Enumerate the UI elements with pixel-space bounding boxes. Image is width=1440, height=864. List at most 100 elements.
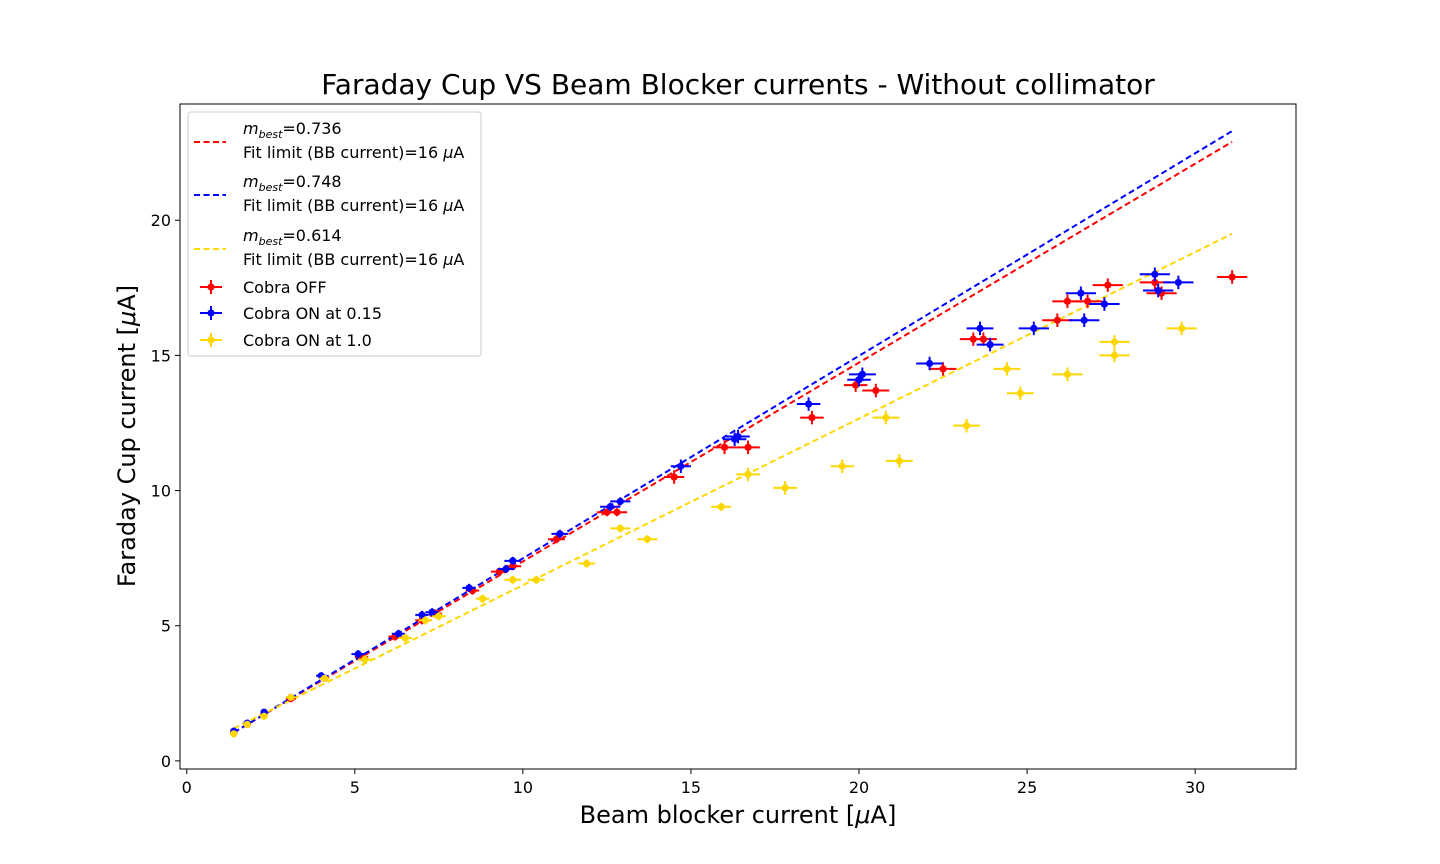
- series-3-point-26: [1099, 348, 1130, 363]
- point-marker: [838, 462, 846, 470]
- point-marker: [962, 422, 971, 430]
- point-marker: [552, 535, 561, 543]
- point-marker: [1077, 289, 1085, 297]
- series-3-point-14: [637, 535, 658, 544]
- series-3-point-0: [230, 730, 238, 738]
- y-tick-label-0: 0: [161, 752, 171, 771]
- series-1-point-18: [800, 410, 824, 425]
- series-3-point-12: [578, 559, 596, 568]
- x-axis-label-unit: A]: [871, 801, 897, 829]
- point-marker: [509, 557, 517, 565]
- legend-box: [187, 111, 482, 357]
- series-3-point-5: [358, 655, 372, 664]
- x-tick-label-5: 25: [1017, 778, 1037, 797]
- series-2-point-21: [916, 356, 944, 371]
- series-2-point-23: [976, 337, 1004, 352]
- legend-cobra-on-10-label: Cobra ON at 1.0: [243, 331, 372, 350]
- series-2-point-29: [1143, 283, 1174, 298]
- series-2-point-25: [1065, 286, 1096, 300]
- x-axis-label-mu: μ: [854, 801, 870, 829]
- point-marker: [1104, 281, 1112, 289]
- series-3-point-21: [953, 418, 981, 433]
- series-2-point-5: [351, 650, 365, 659]
- legend-cobra-on-015-marker: [207, 309, 215, 317]
- x-tick-label-6: 30: [1185, 778, 1205, 797]
- point-marker: [502, 565, 510, 573]
- x-axis-label: Beam blocker current [μA]: [580, 801, 897, 829]
- point-marker: [532, 576, 540, 584]
- point-marker: [1110, 338, 1119, 346]
- series-2-point-17: [726, 429, 750, 444]
- point-marker: [1100, 300, 1108, 308]
- legend-fit-2-limit: Fit limit (BB current)=16 μA: [243, 196, 464, 215]
- point-marker: [613, 508, 621, 516]
- series-2-point-26: [1069, 313, 1100, 328]
- legend-fit-1-slope: mbest=0.736: [243, 119, 342, 141]
- point-marker: [1228, 273, 1236, 281]
- y-tick-label-3: 15: [151, 346, 171, 365]
- legend-fit-2-slope: mbest=0.748: [243, 172, 342, 194]
- point-marker: [1154, 286, 1162, 295]
- point-marker: [465, 584, 473, 592]
- legend-entry-cobra-on-015: Cobra ON at 0.15: [200, 304, 382, 323]
- point-marker: [976, 324, 984, 332]
- series-2-point-10: [497, 564, 515, 574]
- series-2-point-19: [847, 372, 871, 387]
- series-3-point-10: [504, 575, 522, 584]
- series-2-point-14: [610, 497, 631, 506]
- point-marker: [717, 503, 725, 511]
- point-marker: [1016, 389, 1024, 397]
- x-tick-label-0: 0: [182, 778, 192, 797]
- series-2-point-12: [551, 529, 569, 538]
- series-2-point-7: [415, 610, 429, 619]
- point-marker: [1063, 370, 1072, 378]
- series-2-point-28: [1139, 267, 1170, 282]
- point-marker: [804, 400, 813, 408]
- series-1-point-20: [862, 383, 890, 398]
- point-marker: [670, 473, 678, 481]
- x-tick-label-1: 5: [350, 778, 360, 797]
- x-axis-ticks: 0 5 10 15 20 25 30: [182, 769, 1205, 797]
- point-marker: [858, 370, 866, 378]
- point-marker: [895, 457, 903, 465]
- series-2-point-18: [796, 397, 821, 411]
- series-3-point-18: [830, 459, 854, 473]
- legend-fit-1-limit: Fit limit (BB current)=16 μA: [243, 143, 464, 162]
- point-marker: [616, 524, 624, 533]
- series-3-point-3: [285, 693, 296, 701]
- series-3-point-16: [736, 467, 760, 482]
- point-marker: [1110, 351, 1119, 360]
- series-3-point-9: [475, 594, 490, 603]
- series-3-point-11: [527, 575, 545, 584]
- point-marker: [855, 376, 863, 384]
- legend-cobra-on-10-marker: [207, 336, 215, 344]
- point-marker: [1063, 297, 1072, 305]
- point-marker: [394, 630, 403, 638]
- point-marker: [260, 712, 268, 720]
- series-3-point-27: [1166, 321, 1197, 336]
- series-3-point-25: [1099, 335, 1130, 349]
- point-marker: [230, 730, 238, 738]
- series-3-point-8: [432, 612, 446, 621]
- point-marker: [643, 535, 651, 543]
- series-1-point-15: [664, 470, 685, 484]
- series-2-point-30: [1163, 275, 1194, 290]
- legend-entry-fit-2: mbest=0.748 Fit limit (BB current)=16 μA: [194, 172, 464, 215]
- series-3-point-24: [1052, 367, 1083, 382]
- series-1-point-30: [1217, 270, 1248, 284]
- x-tick-label-4: 20: [849, 778, 869, 797]
- point-marker: [401, 634, 409, 642]
- series-3-point-15: [711, 502, 732, 511]
- series-2-point-24: [1018, 321, 1049, 336]
- legend-entry-cobra-off: Cobra OFF: [200, 278, 327, 297]
- point-marker: [720, 443, 729, 451]
- series-2-point-15: [670, 459, 691, 473]
- series-1-point-25: [1052, 294, 1083, 309]
- legend-fit-3-limit: Fit limit (BB current)=16 μA: [243, 250, 464, 269]
- series-2-point-9: [462, 583, 476, 592]
- series-3-point-23: [1006, 386, 1034, 401]
- series-3-point-7: [418, 616, 433, 625]
- point-marker: [606, 503, 614, 511]
- series-3-point-1: [243, 720, 251, 728]
- point-marker: [781, 484, 789, 492]
